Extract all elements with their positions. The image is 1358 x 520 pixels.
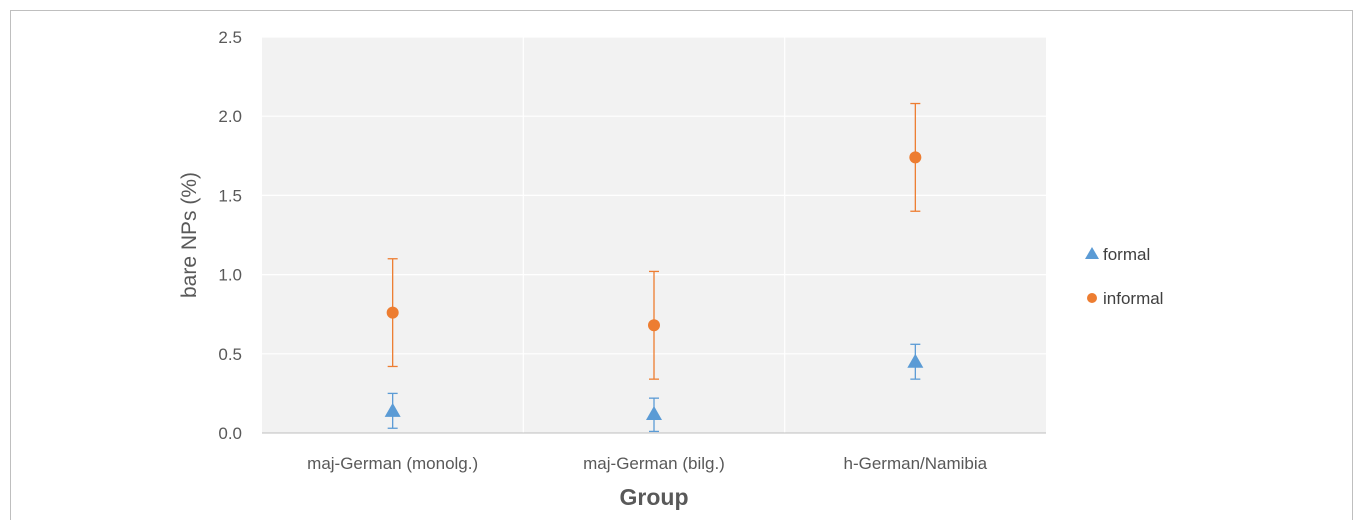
y-tick-labels: 0.0 0.5 1.0 1.5 2.0 2.5: [218, 28, 242, 443]
y-tick-label: 1.0: [218, 266, 242, 285]
point-informal: [386, 306, 399, 319]
x-tick-label: h-German/Namibia: [844, 454, 988, 473]
x-tick-label: maj-German (monolg.): [307, 454, 478, 473]
x-axis-title: Group: [620, 484, 689, 510]
y-tick-label: 0.5: [218, 345, 242, 364]
y-axis-title: bare NPs (%): [178, 172, 201, 298]
legend-marker-formal: [1085, 247, 1099, 259]
x-tick-labels: maj-German (monolg.) maj-German (bilg.) h-…: [307, 454, 988, 473]
y-tick-label: 1.5: [218, 186, 242, 205]
legend-label-informal: informal: [1103, 289, 1163, 308]
point-formal: [384, 402, 401, 417]
legend-marker-informal: [1087, 293, 1097, 303]
point-formal: [907, 353, 924, 368]
legend-label-formal: formal: [1103, 245, 1150, 264]
y-tick-label: 2.0: [218, 107, 242, 126]
data-markers: [384, 151, 924, 420]
point-formal: [646, 405, 662, 420]
y-tick-label: 2.5: [218, 28, 242, 47]
legend: formal informal: [1085, 245, 1163, 308]
y-tick-label: 0.0: [218, 424, 242, 443]
point-informal: [909, 151, 922, 164]
point-informal: [648, 319, 660, 332]
x-tick-label: maj-German (bilg.): [583, 454, 725, 473]
